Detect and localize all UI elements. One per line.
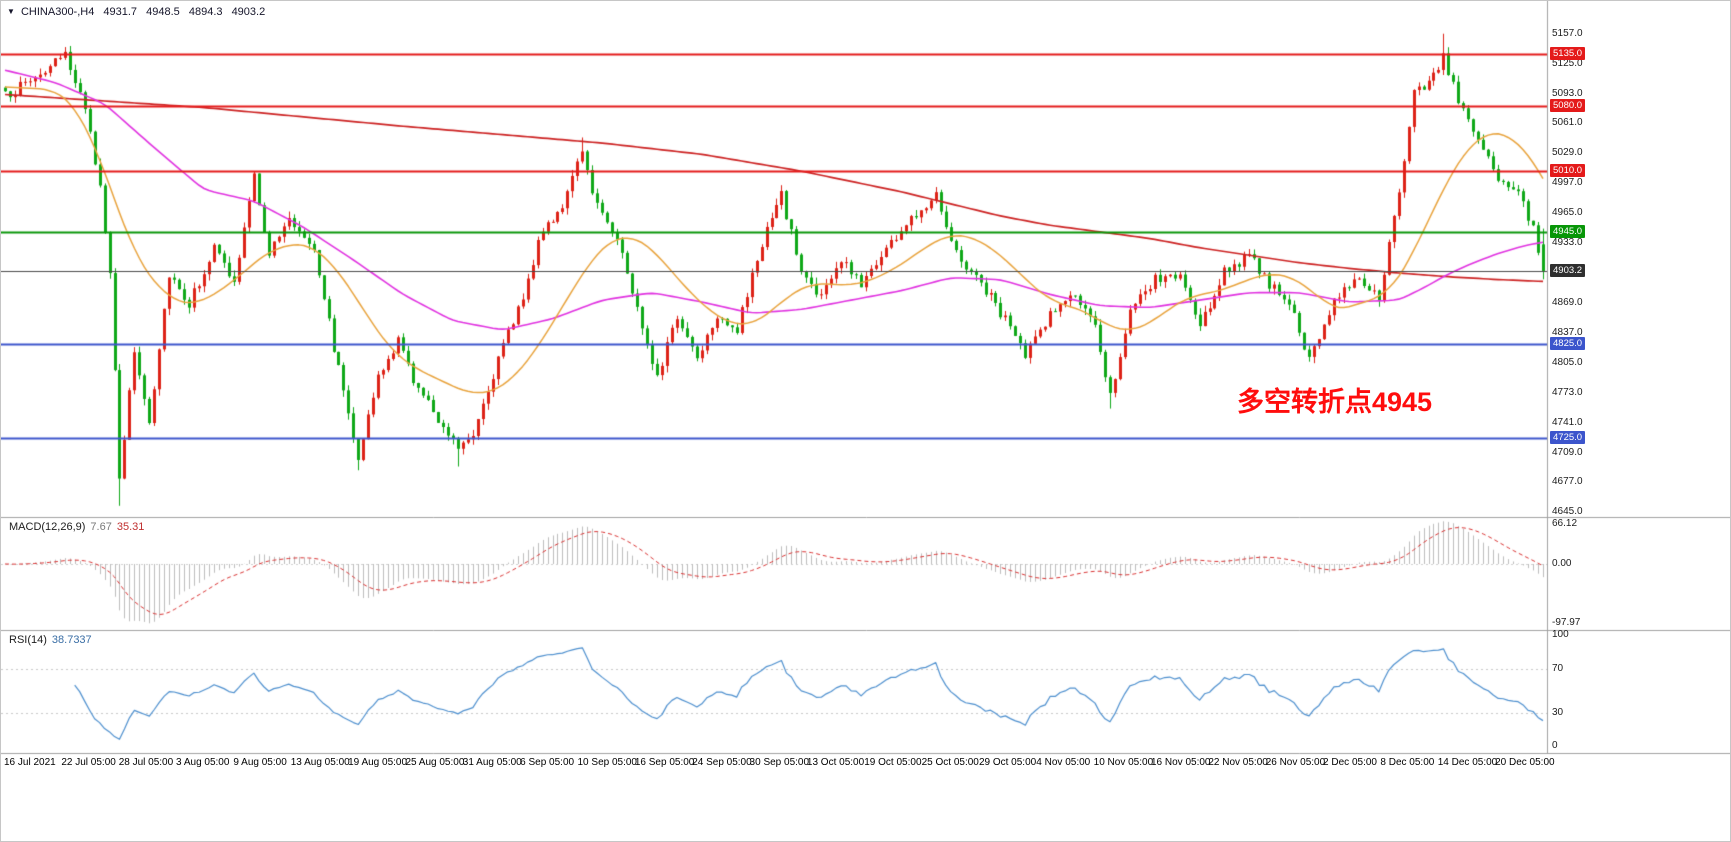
time-axis-label: 6 Sep 05:00 xyxy=(520,757,575,768)
time-axis-label: 14 Dec 05:00 xyxy=(1437,757,1498,768)
time-axis-label: 4 Nov 05:00 xyxy=(1036,757,1091,768)
time-axis-label: 22 Jul 05:00 xyxy=(61,757,116,768)
price-level-badge[interactable]: 4725.0 xyxy=(1550,430,1586,444)
time-axis-label: 3 Aug 05:00 xyxy=(176,757,230,768)
price-tick-label: 4997.0 xyxy=(1552,177,1583,189)
time-axis-label: 13 Aug 05:00 xyxy=(290,757,350,768)
bid-price-badge[interactable]: 4903.2 xyxy=(1550,263,1586,277)
collapse-triangle-icon[interactable]: ▼ xyxy=(7,7,15,16)
time-axis-label: 29 Oct 05:00 xyxy=(978,757,1037,768)
time-axis-label: 19 Oct 05:00 xyxy=(864,757,922,768)
time-axis-label: 22 Nov 05:00 xyxy=(1208,757,1268,768)
price-tick-label: 5093.0 xyxy=(1552,87,1583,99)
ohlc-open-value: 4931.7 xyxy=(103,6,138,18)
symbol-ohlc-bar: ▼ CHINA300-,H4 4931.7 4948.5 4894.3 4903… xyxy=(7,6,271,18)
macd-tick-label: 0.00 xyxy=(1552,558,1572,569)
price-tick-label: 5157.0 xyxy=(1552,27,1583,39)
rsi-value: 38.7337 xyxy=(51,634,92,646)
time-axis-label: 20 Dec 05:00 xyxy=(1495,757,1555,768)
macd-tick-label: -97.97 xyxy=(1552,617,1581,629)
price-tick-label: 4805.0 xyxy=(1552,356,1583,368)
price-level-badge[interactable]: 5010.0 xyxy=(1550,164,1586,178)
time-axis-label: 24 Sep 05:00 xyxy=(692,757,752,768)
macd-name: MACD(12,26,9) xyxy=(9,521,86,533)
time-axis-label: 25 Aug 05:00 xyxy=(405,757,465,768)
ohlc-low-value: 4894.3 xyxy=(188,6,223,18)
time-axis-label: 2 Dec 05:00 xyxy=(1323,757,1377,768)
time-axis-label: 16 Sep 05:00 xyxy=(634,757,695,768)
symbol-timeframe-label: CHINA300-,H4 xyxy=(20,6,95,18)
price-tick-label: 4837.0 xyxy=(1552,326,1583,338)
time-axis-label: 10 Sep 05:00 xyxy=(577,757,638,768)
rsi-tick-label: 100 xyxy=(1552,629,1569,641)
price-tick-label: 4709.0 xyxy=(1552,446,1583,458)
price-tick-label: 4869.0 xyxy=(1552,296,1583,308)
ohlc-high-value: 4948.5 xyxy=(146,6,180,18)
price-tick-label: 4677.0 xyxy=(1552,476,1583,488)
price-level-badge[interactable]: 4825.0 xyxy=(1550,337,1586,351)
time-axis-label: 10 Nov 05:00 xyxy=(1093,757,1154,768)
time-axis-label: 28 Jul 05:00 xyxy=(118,757,174,768)
macd-tick-label: 66.12 xyxy=(1552,517,1578,529)
price-tick-label: 4933.0 xyxy=(1552,237,1583,249)
time-axis-label: 19 Aug 05:00 xyxy=(348,757,408,768)
rsi-tick-label: 70 xyxy=(1552,662,1564,674)
rsi-name: RSI(14) xyxy=(9,634,47,646)
pivot-point-annotation[interactable]: 多空转折点4945 xyxy=(1237,387,1433,417)
price-tick-label: 4645.0 xyxy=(1552,506,1583,518)
time-axis-label: 16 Jul 2021 xyxy=(4,757,56,768)
price-tick-label: 5061.0 xyxy=(1552,117,1583,129)
time-axis-label: 8 Dec 05:00 xyxy=(1380,757,1435,768)
price-level-badge[interactable]: 5080.0 xyxy=(1550,98,1586,112)
time-axis-label: 31 Aug 05:00 xyxy=(462,757,522,768)
price-tick-label: 5125.0 xyxy=(1552,57,1583,69)
rsi-tick-label: 0 xyxy=(1552,740,1558,751)
time-axis-label: 25 Oct 05:00 xyxy=(921,757,979,768)
time-axis-label: 16 Nov 05:00 xyxy=(1151,757,1211,768)
time-axis-label: 26 Nov 05:00 xyxy=(1265,757,1326,768)
macd-signal-value: 35.31 xyxy=(116,521,145,533)
time-axis-label: 30 Sep 05:00 xyxy=(749,757,810,768)
price-tick-label: 5029.0 xyxy=(1552,147,1583,159)
rsi-indicator-label: RSI(14) 38.7337 xyxy=(9,634,92,647)
time-axis-label: 9 Aug 05:00 xyxy=(233,757,287,768)
ohlc-close-value: 4903.2 xyxy=(231,6,266,18)
macd-indicator-label: MACD(12,26,9) 7.67 35.31 xyxy=(9,521,144,534)
price-level-badge[interactable]: 5135.0 xyxy=(1550,47,1586,61)
price-tick-label: 4741.0 xyxy=(1552,416,1583,428)
price-tick-label: 4965.0 xyxy=(1552,207,1583,219)
macd-main-value: 7.67 xyxy=(90,521,112,533)
time-axis-label: 13 Oct 05:00 xyxy=(806,757,865,768)
price-level-badge[interactable]: 4945.0 xyxy=(1550,224,1586,238)
rsi-tick-label: 30 xyxy=(1552,706,1564,718)
price-tick-label: 4773.0 xyxy=(1552,386,1583,398)
